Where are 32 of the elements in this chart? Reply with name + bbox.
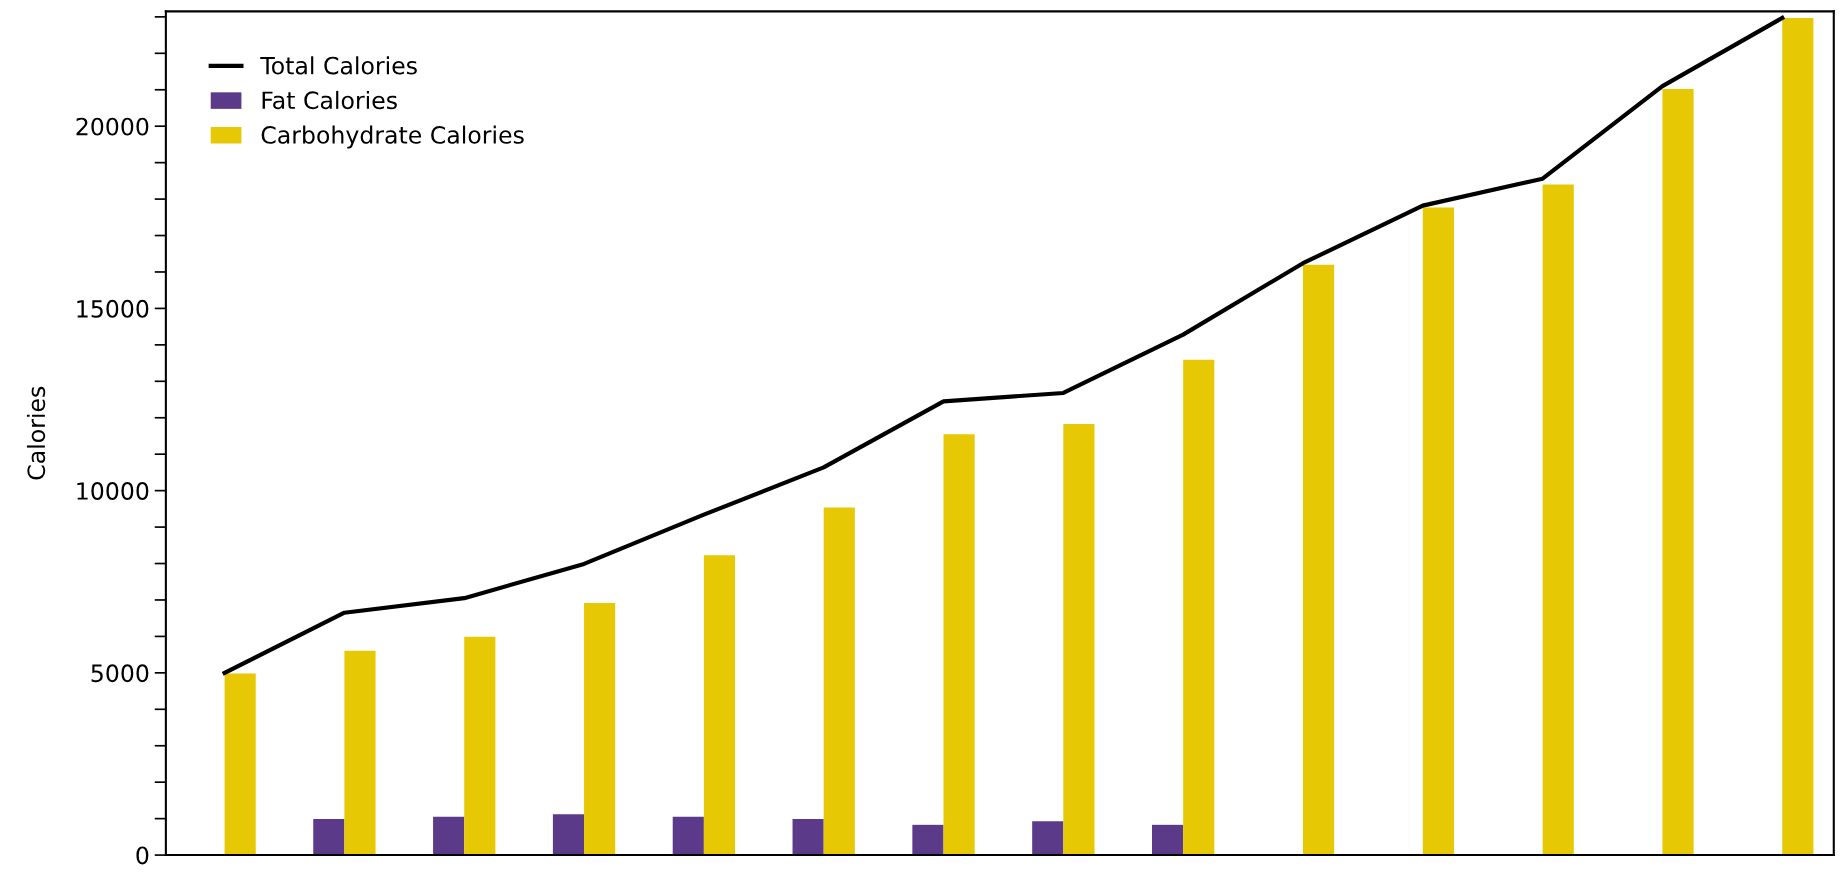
y-tick-label: 10000 <box>77 482 149 500</box>
bar <box>1302 264 1335 856</box>
legend-label: Fat Calories <box>262 90 397 110</box>
y-tick-label: 0 <box>136 846 149 865</box>
bar <box>912 824 944 856</box>
bar <box>464 636 496 856</box>
legend-label: Total Calories <box>260 56 417 75</box>
legend-label: Carbohydrate Calories <box>261 125 524 149</box>
bar <box>224 673 256 856</box>
y-tick-label: 5000 <box>91 664 149 683</box>
bar <box>792 819 824 856</box>
bar <box>1183 359 1215 856</box>
bar <box>1032 821 1064 856</box>
bar <box>943 434 975 856</box>
bar <box>344 650 376 856</box>
bar <box>703 555 736 856</box>
bar <box>1662 89 1694 856</box>
bar <box>823 507 855 856</box>
bar <box>1782 17 1814 856</box>
y-axis-title: Calories <box>26 386 46 480</box>
bar <box>1152 824 1184 856</box>
bar <box>584 602 616 856</box>
bar <box>433 816 465 856</box>
bar <box>672 816 704 856</box>
bar <box>313 819 345 856</box>
line-series <box>222 15 1785 675</box>
bar <box>1063 423 1095 856</box>
bar <box>1422 207 1454 856</box>
y-tick-label: 20000 <box>76 117 149 136</box>
bar <box>552 814 585 856</box>
bar <box>1542 184 1574 856</box>
y-tick-label: 15000 <box>77 299 149 318</box>
